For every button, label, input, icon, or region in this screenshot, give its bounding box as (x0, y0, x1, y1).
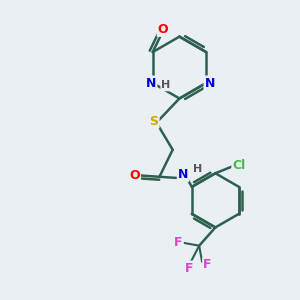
Text: H: H (193, 164, 202, 174)
Text: O: O (129, 169, 140, 182)
Text: N: N (178, 168, 188, 181)
Text: O: O (158, 23, 168, 36)
Text: S: S (150, 115, 159, 128)
Text: N: N (205, 76, 215, 89)
Text: Cl: Cl (232, 159, 245, 172)
Text: F: F (203, 258, 212, 271)
Text: F: F (184, 262, 193, 275)
Text: F: F (174, 236, 183, 249)
Text: H: H (161, 80, 170, 90)
Text: N: N (146, 76, 156, 89)
